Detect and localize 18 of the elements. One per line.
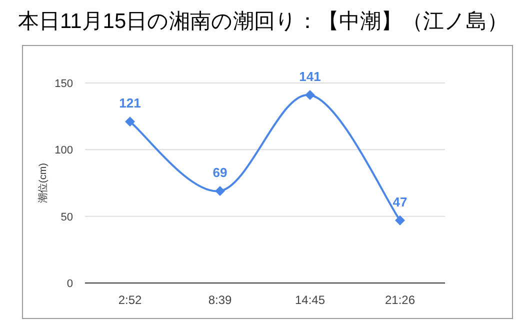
y-axis-title: 潮位(cm) <box>37 163 49 203</box>
data-label: 47 <box>392 194 408 210</box>
point <box>395 215 405 226</box>
x-tick-label: 2:52 <box>118 293 142 307</box>
y-tick-label: 150 <box>54 78 73 90</box>
x-tick-label: 21:26 <box>384 293 416 307</box>
x-tick-label: 14:45 <box>294 293 326 307</box>
x-tick-label: 8:39 <box>208 293 232 307</box>
point <box>215 186 225 196</box>
point <box>125 116 135 127</box>
data-label: 121 <box>119 96 141 111</box>
y-tick-label: 100 <box>54 144 73 157</box>
y-tick-label: 50 <box>60 211 73 224</box>
chart-title: 本日11月15日の湘南の潮回り：【中潮】（江ノ島） <box>18 10 508 33</box>
data-label: 141 <box>299 69 321 84</box>
y-tick-label: 0 <box>66 278 73 290</box>
point <box>305 90 315 100</box>
data-label: 69 <box>212 165 228 180</box>
